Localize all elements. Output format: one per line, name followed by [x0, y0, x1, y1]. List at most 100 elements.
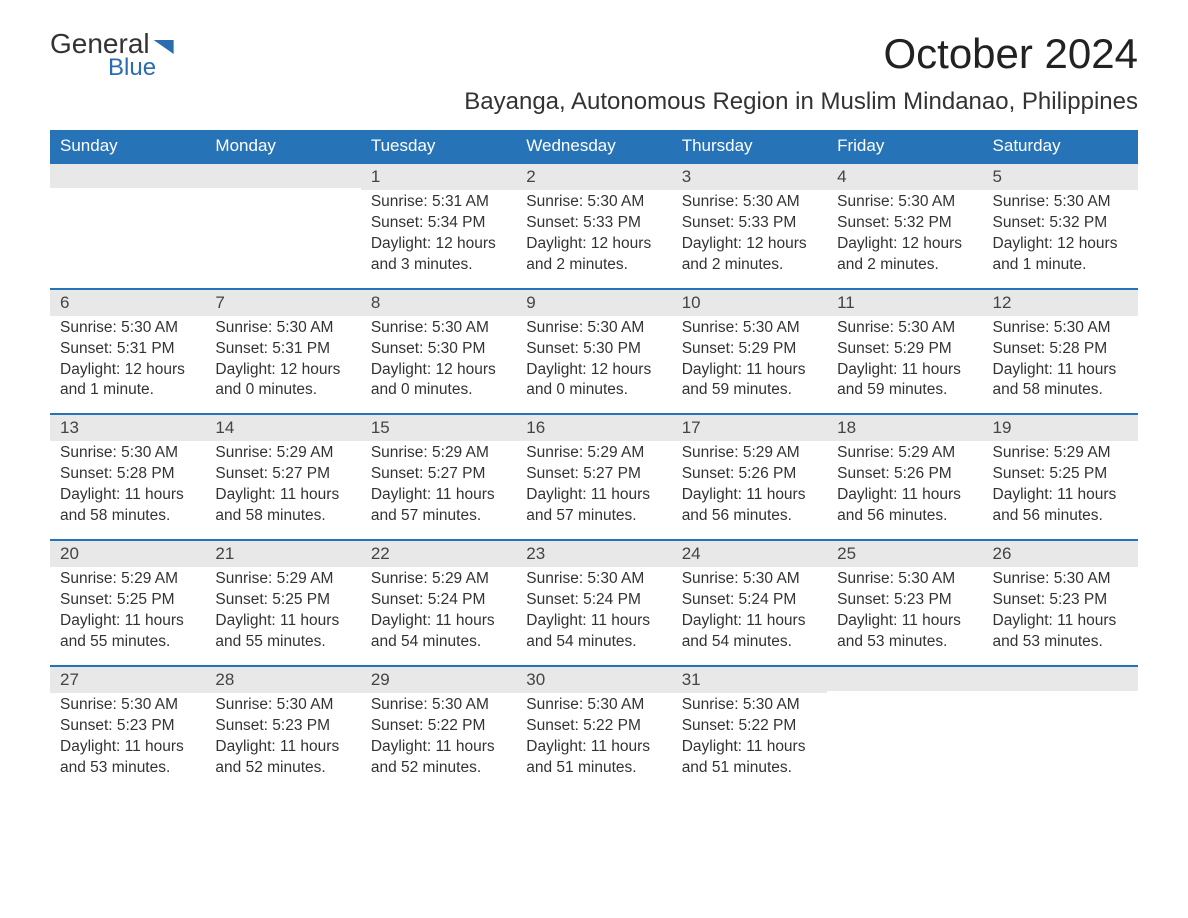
sunrise-text: Sunrise: 5:29 AM	[993, 443, 1128, 464]
page-title: October 2024	[883, 30, 1138, 78]
daylight1-text: Daylight: 11 hours	[993, 611, 1128, 632]
day-content: Sunrise: 5:30 AMSunset: 5:31 PMDaylight:…	[205, 316, 360, 414]
day-content: Sunrise: 5:30 AMSunset: 5:23 PMDaylight:…	[983, 567, 1138, 665]
sunset-text: Sunset: 5:22 PM	[371, 716, 506, 737]
daylight2-text: and 59 minutes.	[837, 380, 972, 401]
daylight2-text: and 53 minutes.	[837, 632, 972, 653]
sunrise-text: Sunrise: 5:29 AM	[526, 443, 661, 464]
daylight1-text: Daylight: 11 hours	[682, 485, 817, 506]
calendar-cell: 12Sunrise: 5:30 AMSunset: 5:28 PMDayligh…	[983, 290, 1138, 414]
daylight2-text: and 54 minutes.	[682, 632, 817, 653]
calendar-cell: 11Sunrise: 5:30 AMSunset: 5:29 PMDayligh…	[827, 290, 982, 414]
weekday-header: Tuesday	[361, 130, 516, 162]
day-content: Sunrise: 5:30 AMSunset: 5:29 PMDaylight:…	[672, 316, 827, 414]
sunset-text: Sunset: 5:24 PM	[682, 590, 817, 611]
calendar-cell	[827, 667, 982, 791]
calendar-cell: 20Sunrise: 5:29 AMSunset: 5:25 PMDayligh…	[50, 541, 205, 665]
day-number: 27	[50, 667, 205, 693]
calendar-row: 6Sunrise: 5:30 AMSunset: 5:31 PMDaylight…	[50, 288, 1138, 414]
daylight1-text: Daylight: 11 hours	[837, 611, 972, 632]
day-number	[983, 667, 1138, 691]
sunrise-text: Sunrise: 5:31 AM	[371, 192, 506, 213]
sunrise-text: Sunrise: 5:30 AM	[526, 318, 661, 339]
day-number: 19	[983, 415, 1138, 441]
sunset-text: Sunset: 5:29 PM	[682, 339, 817, 360]
daylight2-text: and 56 minutes.	[993, 506, 1128, 527]
sunrise-text: Sunrise: 5:30 AM	[993, 318, 1128, 339]
calendar-row: 13Sunrise: 5:30 AMSunset: 5:28 PMDayligh…	[50, 413, 1138, 539]
sunset-text: Sunset: 5:28 PM	[60, 464, 195, 485]
sunset-text: Sunset: 5:26 PM	[837, 464, 972, 485]
daylight2-text: and 2 minutes.	[837, 255, 972, 276]
day-number: 7	[205, 290, 360, 316]
calendar-cell: 18Sunrise: 5:29 AMSunset: 5:26 PMDayligh…	[827, 415, 982, 539]
calendar-cell: 29Sunrise: 5:30 AMSunset: 5:22 PMDayligh…	[361, 667, 516, 791]
sunset-text: Sunset: 5:29 PM	[837, 339, 972, 360]
daylight1-text: Daylight: 11 hours	[371, 611, 506, 632]
daylight2-text: and 0 minutes.	[371, 380, 506, 401]
daylight1-text: Daylight: 11 hours	[526, 611, 661, 632]
calendar-cell: 14Sunrise: 5:29 AMSunset: 5:27 PMDayligh…	[205, 415, 360, 539]
daylight2-text: and 51 minutes.	[526, 758, 661, 779]
day-content: Sunrise: 5:30 AMSunset: 5:22 PMDaylight:…	[361, 693, 516, 791]
daylight1-text: Daylight: 11 hours	[215, 485, 350, 506]
daylight1-text: Daylight: 12 hours	[526, 360, 661, 381]
day-content: Sunrise: 5:29 AMSunset: 5:25 PMDaylight:…	[205, 567, 360, 665]
calendar-cell: 21Sunrise: 5:29 AMSunset: 5:25 PMDayligh…	[205, 541, 360, 665]
day-content: Sunrise: 5:30 AMSunset: 5:23 PMDaylight:…	[827, 567, 982, 665]
daylight2-text: and 57 minutes.	[526, 506, 661, 527]
daylight1-text: Daylight: 11 hours	[682, 737, 817, 758]
day-content: Sunrise: 5:30 AMSunset: 5:24 PMDaylight:…	[672, 567, 827, 665]
daylight1-text: Daylight: 11 hours	[837, 485, 972, 506]
sunset-text: Sunset: 5:25 PM	[215, 590, 350, 611]
calendar-header: Sunday Monday Tuesday Wednesday Thursday…	[50, 130, 1138, 162]
daylight2-text: and 3 minutes.	[371, 255, 506, 276]
daylight2-text: and 53 minutes.	[60, 758, 195, 779]
day-content: Sunrise: 5:30 AMSunset: 5:22 PMDaylight:…	[516, 693, 671, 791]
day-number: 26	[983, 541, 1138, 567]
calendar-cell: 17Sunrise: 5:29 AMSunset: 5:26 PMDayligh…	[672, 415, 827, 539]
day-number: 13	[50, 415, 205, 441]
daylight1-text: Daylight: 11 hours	[215, 737, 350, 758]
sunrise-text: Sunrise: 5:29 AM	[215, 569, 350, 590]
sunset-text: Sunset: 5:31 PM	[215, 339, 350, 360]
calendar-cell	[50, 164, 205, 288]
daylight1-text: Daylight: 12 hours	[371, 360, 506, 381]
sunset-text: Sunset: 5:34 PM	[371, 213, 506, 234]
day-number: 12	[983, 290, 1138, 316]
calendar: Sunday Monday Tuesday Wednesday Thursday…	[50, 130, 1138, 790]
header: General Blue October 2024	[50, 30, 1138, 82]
sunset-text: Sunset: 5:22 PM	[682, 716, 817, 737]
day-number: 11	[827, 290, 982, 316]
daylight1-text: Daylight: 11 hours	[371, 737, 506, 758]
daylight2-text: and 52 minutes.	[215, 758, 350, 779]
day-content: Sunrise: 5:30 AMSunset: 5:30 PMDaylight:…	[516, 316, 671, 414]
sunset-text: Sunset: 5:31 PM	[60, 339, 195, 360]
sunset-text: Sunset: 5:33 PM	[682, 213, 817, 234]
calendar-cell: 25Sunrise: 5:30 AMSunset: 5:23 PMDayligh…	[827, 541, 982, 665]
day-number: 23	[516, 541, 671, 567]
sunrise-text: Sunrise: 5:30 AM	[215, 695, 350, 716]
sunset-text: Sunset: 5:30 PM	[371, 339, 506, 360]
sunset-text: Sunset: 5:33 PM	[526, 213, 661, 234]
weekday-header: Thursday	[672, 130, 827, 162]
day-content: Sunrise: 5:31 AMSunset: 5:34 PMDaylight:…	[361, 190, 516, 288]
day-number: 18	[827, 415, 982, 441]
day-content: Sunrise: 5:30 AMSunset: 5:29 PMDaylight:…	[827, 316, 982, 414]
sunrise-text: Sunrise: 5:29 AM	[215, 443, 350, 464]
calendar-row: 27Sunrise: 5:30 AMSunset: 5:23 PMDayligh…	[50, 665, 1138, 791]
daylight2-text: and 2 minutes.	[682, 255, 817, 276]
day-content: Sunrise: 5:29 AMSunset: 5:25 PMDaylight:…	[983, 441, 1138, 539]
daylight2-text: and 51 minutes.	[682, 758, 817, 779]
daylight1-text: Daylight: 12 hours	[371, 234, 506, 255]
sunrise-text: Sunrise: 5:30 AM	[526, 569, 661, 590]
sunrise-text: Sunrise: 5:29 AM	[682, 443, 817, 464]
calendar-cell: 16Sunrise: 5:29 AMSunset: 5:27 PMDayligh…	[516, 415, 671, 539]
sunrise-text: Sunrise: 5:30 AM	[993, 192, 1128, 213]
weekday-header: Monday	[205, 130, 360, 162]
day-number: 9	[516, 290, 671, 316]
sunset-text: Sunset: 5:28 PM	[993, 339, 1128, 360]
sunrise-text: Sunrise: 5:30 AM	[682, 318, 817, 339]
daylight1-text: Daylight: 12 hours	[682, 234, 817, 255]
sunset-text: Sunset: 5:25 PM	[60, 590, 195, 611]
